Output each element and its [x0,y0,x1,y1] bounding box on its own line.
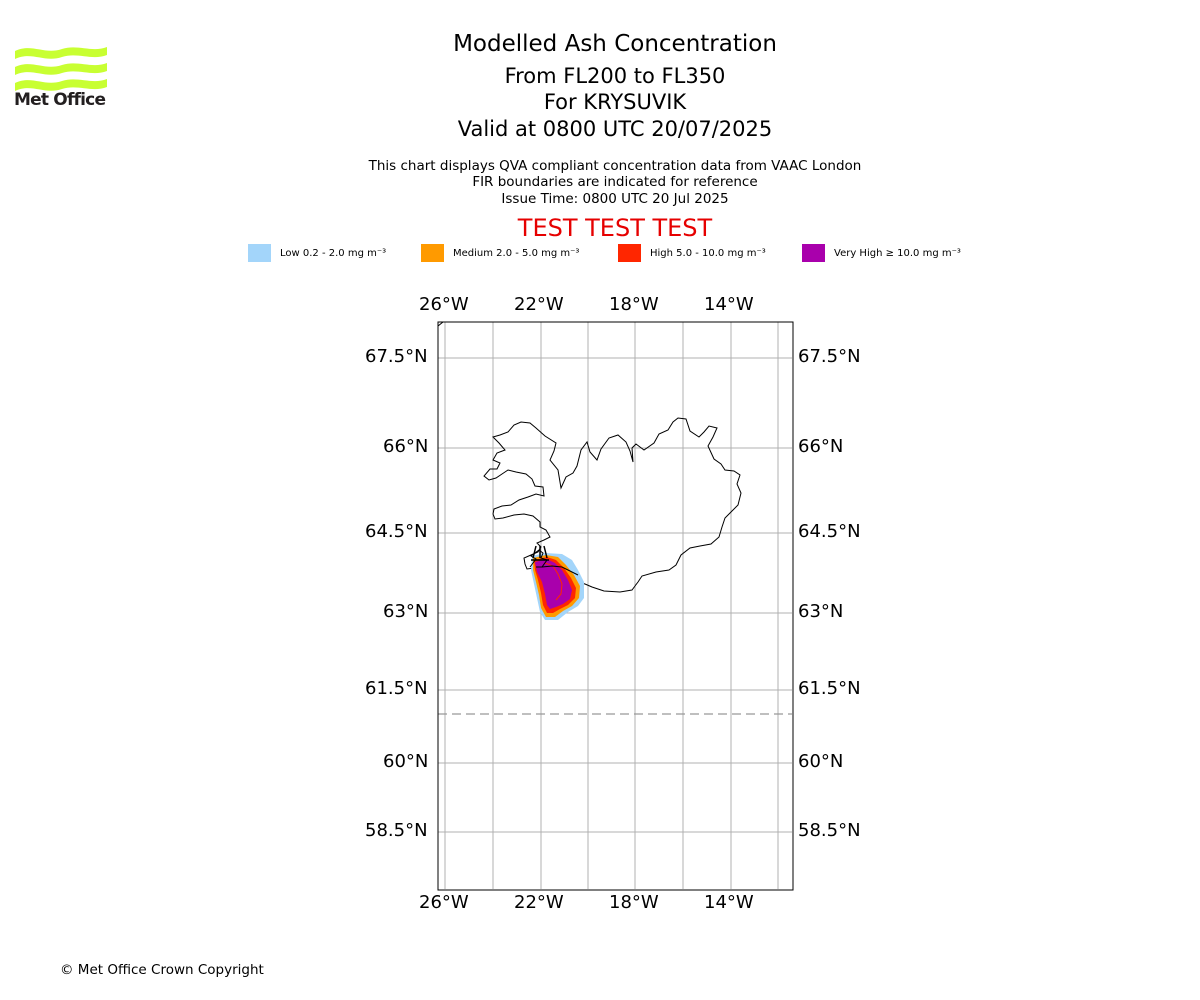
lon-tick-bottom-26w: 26°W [419,892,469,913]
test-banner: TEST TEST TEST [517,214,713,242]
ash-plume [531,553,584,620]
lat-tick-left-58-5n: 58.5°N [365,820,428,841]
lat-tick-left-67-5n: 67.5°N [365,346,428,367]
info-line-fir: FIR boundaries are indicated for referen… [472,174,758,190]
legend-swatch-very-high [802,244,825,262]
lat-tick-left-66n: 66°N [383,436,429,457]
info-line-qva: This chart displays QVA compliant concen… [368,158,862,174]
lat-tick-left-64-5n: 64.5°N [365,521,428,542]
legend-label-medium: Medium 2.0 - 5.0 mg m⁻³ [453,247,580,259]
lon-tick-top-18w: 18°W [609,294,659,315]
map-corner-coast [437,321,444,327]
legend-item-very-high: Very High ≥ 10.0 mg m⁻³ [802,244,961,262]
lat-tick-right-60n: 60°N [798,751,844,772]
legend-label-low: Low 0.2 - 2.0 mg m⁻³ [280,247,387,259]
legend-label-high: High 5.0 - 10.0 mg m⁻³ [650,247,766,259]
lon-tick-bottom-22w: 22°W [514,892,564,913]
lat-tick-right-58-5n: 58.5°N [798,820,861,841]
lon-tick-top-14w: 14°W [704,294,754,315]
lat-tick-right-67-5n: 67.5°N [798,346,861,367]
lat-tick-right-61-5n: 61.5°N [798,678,861,699]
legend-item-medium: Medium 2.0 - 5.0 mg m⁻³ [421,244,579,262]
legend-swatch-low [248,244,271,262]
legend-swatch-high [618,244,641,262]
lon-tick-top-26w: 26°W [419,294,469,315]
volcano-marker-icon [531,545,549,561]
ash-inner-line [544,562,563,601]
lon-tick-bottom-14w: 14°W [704,892,754,913]
legend-label-very-high: Very High ≥ 10.0 mg m⁻³ [834,247,961,259]
lon-tick-top-22w: 22°W [514,294,564,315]
lat-tick-right-64-5n: 64.5°N [798,521,861,542]
lat-tick-left-60n: 60°N [383,751,429,772]
copyright-notice: © Met Office Crown Copyright [60,962,264,978]
map-frame [437,321,794,891]
chart-title: Modelled Ash Concentration [453,31,777,57]
legend-item-low: Low 0.2 - 2.0 mg m⁻³ [248,244,386,262]
logo-text: Met Office [14,90,106,110]
graticule [438,322,792,889]
legend-swatch-medium [421,244,444,262]
lat-tick-right-66n: 66°N [798,436,844,457]
lon-tick-bottom-18w: 18°W [609,892,659,913]
issue-time: Issue Time: 0800 UTC 20 Jul 2025 [501,191,729,207]
lat-tick-left-61-5n: 61.5°N [365,678,428,699]
iceland-coastline [483,417,742,593]
flight-levels: From FL200 to FL350 [504,64,726,88]
volcano-name: For KRYSUVIK [543,90,687,114]
ash-very-high-area [535,559,572,609]
valid-time: Valid at 0800 UTC 20/07/2025 [457,117,773,141]
legend-item-high: High 5.0 - 10.0 mg m⁻³ [618,244,766,262]
lat-tick-right-63n: 63°N [798,601,844,622]
reykjanes-coast-overlay [529,549,579,576]
lat-tick-left-63n: 63°N [383,601,429,622]
met-office-logo-icon [15,47,107,91]
